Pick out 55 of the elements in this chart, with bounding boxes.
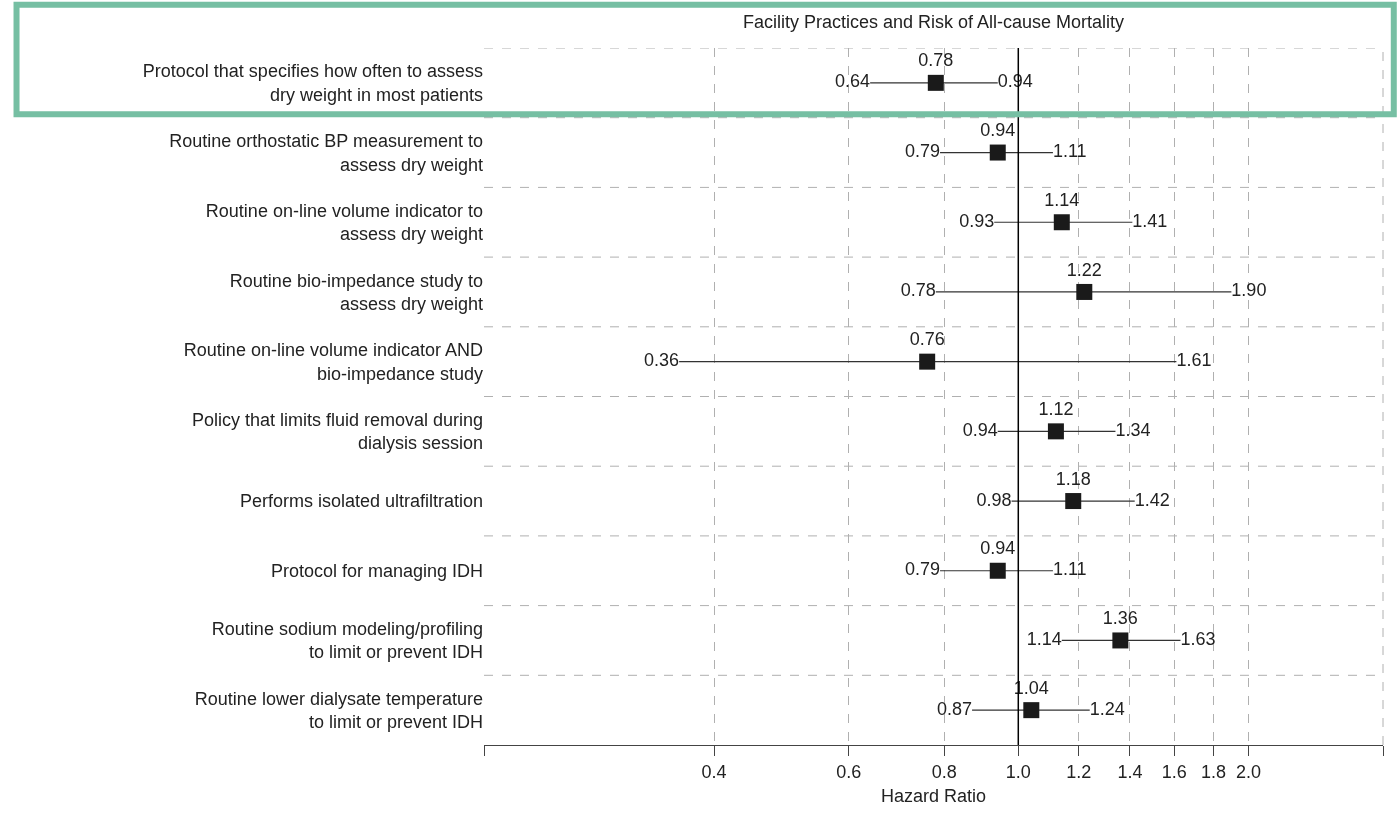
data-label: 1.12 — [1038, 398, 1074, 419]
annotation: 0.93 — [959, 210, 995, 231]
y-tick-label: Routine lower dialysate temperature to limit or prevent IDH — [194, 688, 483, 733]
annotation: 0.94 — [962, 419, 998, 440]
data-label: 1.14 — [1044, 189, 1080, 210]
y-tick-label: Routine orthostatic BP measurement to assess dry weight — [169, 131, 483, 175]
data-label: 0.78 — [918, 50, 954, 71]
annotation: 1.24 — [1089, 698, 1125, 719]
point — [1076, 283, 1093, 300]
x-tick-label: 1.2 — [1066, 761, 1092, 782]
annotation: 1.90 — [1231, 280, 1267, 301]
annotation: 1.14 — [1026, 628, 1062, 649]
x-tick-label: 1.4 — [1117, 761, 1143, 782]
annotation: 0.36 — [644, 350, 680, 371]
annotation: 1.11 — [1052, 559, 1087, 580]
point — [1053, 214, 1070, 231]
x-tick-label: 1.6 — [1161, 761, 1187, 782]
y-tick-label: Policy that limits fluid removal during dialysis session — [191, 409, 483, 454]
annotation: 1.63 — [1180, 628, 1216, 649]
annotation: 1.34 — [1115, 419, 1151, 440]
data-label: 0.94 — [980, 538, 1016, 559]
annotation: 0.79 — [904, 559, 941, 580]
point — [1065, 493, 1082, 510]
y-tick-label: Routine on-line volume indicator AND bio-impedance study — [183, 340, 483, 384]
y-tick-label: Performs isolated ultrafiltration — [239, 491, 483, 512]
y-tick-label: Routine bio-impedance study to assess dry weight — [229, 270, 483, 314]
y-tick-label: Protocol that specifies how often to assess dry weight in most patients — [142, 61, 483, 105]
x-tick-label: 2.0 — [1235, 761, 1261, 782]
chart-title: Facility Practices and Risk of All-cause Mortality — [742, 12, 1125, 33]
x-axis-title: Hazard Ratio — [880, 785, 987, 806]
annotation: 0.98 — [976, 489, 1012, 510]
annotation: 1.42 — [1134, 489, 1170, 510]
point — [989, 144, 1006, 161]
x-tick-label: 1.8 — [1200, 761, 1226, 782]
data-label: 0.94 — [980, 120, 1016, 141]
x-tick-label: 1.0 — [1005, 761, 1031, 782]
annotation: 0.79 — [904, 141, 941, 162]
point — [1047, 423, 1064, 440]
point — [989, 562, 1006, 579]
annotation: 0.78 — [900, 280, 936, 301]
annotation: 0.87 — [937, 698, 973, 719]
data-label: 1.36 — [1102, 608, 1138, 629]
data-label: 0.76 — [909, 329, 945, 350]
y-tick-label: Routine on-line volume indicator to assess dry weight — [205, 200, 483, 245]
x-tick-label: 0.6 — [836, 761, 862, 782]
annotation: 0.64 — [835, 71, 871, 92]
y-tick-label: Routine sodium modeling/profiling to limit or prevent IDH — [211, 619, 483, 663]
annotation: 1.61 — [1176, 350, 1212, 371]
x-tick-label: 0.8 — [931, 761, 957, 782]
data-label: 1.22 — [1066, 259, 1102, 280]
annotation: 1.11 — [1052, 141, 1087, 162]
annotation: 1.41 — [1132, 210, 1168, 231]
x-tick-label: 0.4 — [701, 761, 727, 782]
y-tick-label: Protocol for managing IDH — [270, 561, 483, 582]
data-label: 1.18 — [1055, 468, 1091, 489]
